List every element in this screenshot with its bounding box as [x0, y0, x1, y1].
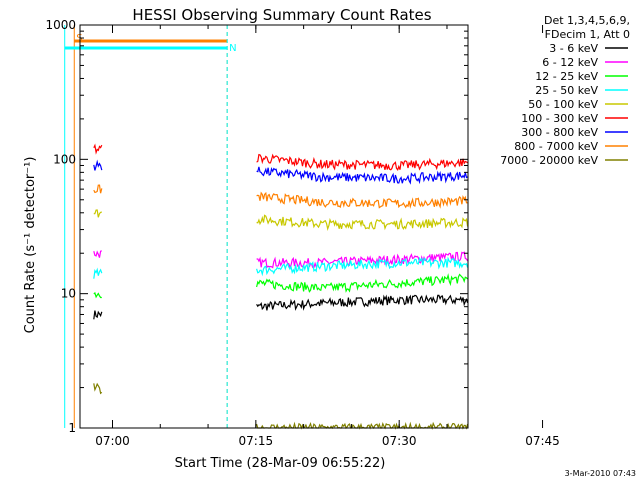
plot-area: SNN	[64, 25, 469, 431]
legend-label-5: 100 - 300 keV	[521, 112, 598, 125]
legend-label-3: 25 - 50 keV	[535, 84, 598, 97]
x-tick-label-0: 07:00	[95, 434, 130, 448]
y-tick-label-3: 1000	[45, 18, 76, 32]
x-tick-label-3: 07:45	[525, 434, 560, 448]
legend-label-0: 3 - 6 keV	[549, 42, 598, 55]
chart-title: HESSI Observing Summary Count Rates	[132, 6, 431, 24]
series-line-6	[93, 159, 468, 185]
series-line-2	[93, 273, 469, 299]
flag-label-0: S	[76, 33, 82, 44]
series-line-3	[93, 256, 469, 279]
x-axis-label: Start Time (28-Mar-09 06:55:22)	[175, 456, 386, 471]
legend: Det 1,3,4,5,6,9, FDecim 1, Att 0 3 - 6 k…	[500, 14, 630, 167]
timestamp: 3-Mar-2010 07:43	[565, 469, 636, 478]
y-axis-label: Count Rate (s⁻¹ detector⁻¹)	[23, 157, 38, 334]
legend-label-6: 300 - 800 keV	[521, 126, 598, 139]
legend-header-line-1: Det 1,3,4,5,6,9,	[544, 14, 630, 27]
legend-label-2: 12 - 25 keV	[535, 70, 598, 83]
y-tick-label-0: 1	[68, 421, 76, 435]
series-line-5	[93, 143, 468, 172]
y-axis: 1 10 100 1000	[45, 18, 468, 435]
x-tick-label-1: 07:15	[239, 434, 274, 448]
legend-label-7: 800 - 7000 keV	[514, 140, 598, 153]
plot-frame	[79, 24, 469, 429]
legend-label-1: 6 - 12 keV	[542, 56, 598, 69]
series-line-0	[93, 294, 469, 320]
y-tick-label-2: 100	[53, 152, 76, 166]
x-tick-label-2: 07:30	[382, 434, 417, 448]
flag-label-1: N	[229, 43, 236, 54]
series-line-4	[93, 209, 469, 231]
legend-label-4: 50 - 100 keV	[528, 98, 598, 111]
legend-header-line-2: FDecim 1, Att 0	[545, 28, 630, 41]
legend-label-8: 7000 - 20000 keV	[500, 154, 598, 167]
series-line-1	[93, 250, 469, 269]
y-tick-label-1: 10	[61, 287, 76, 301]
series-line-7	[93, 184, 468, 209]
